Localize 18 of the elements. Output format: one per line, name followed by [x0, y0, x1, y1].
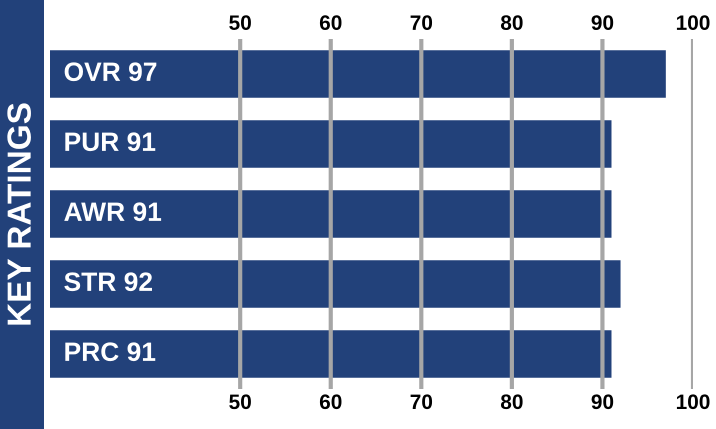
x-tick-label: 80 [500, 15, 523, 30]
x-tick-label: 50 [229, 15, 251, 30]
text: KEY RATINGS [7, 103, 31, 325]
x-tick-label: 60 [320, 15, 342, 30]
y-tick-label: OVR 97 [64, 62, 156, 82]
x-tick-label: 90 [592, 15, 614, 30]
y-tick-label: STR 92 [64, 272, 152, 292]
x2-tick-label: 70 [410, 394, 432, 410]
x2-tick-label: 60 [320, 394, 342, 410]
x2-tick-label: 90 [592, 394, 614, 410]
x-tick-label: 100 [676, 15, 710, 30]
x2-tick-label: 80 [500, 394, 523, 410]
x2-tick-label: 50 [229, 394, 251, 410]
y-tick-label: PUR 91 [65, 132, 156, 152]
x-tick-label: 70 [410, 15, 432, 30]
y-tick-label: AWR 91 [64, 202, 162, 222]
x2-tick-label: 100 [676, 394, 710, 410]
y-tick-label: PRC 91 [65, 342, 156, 362]
